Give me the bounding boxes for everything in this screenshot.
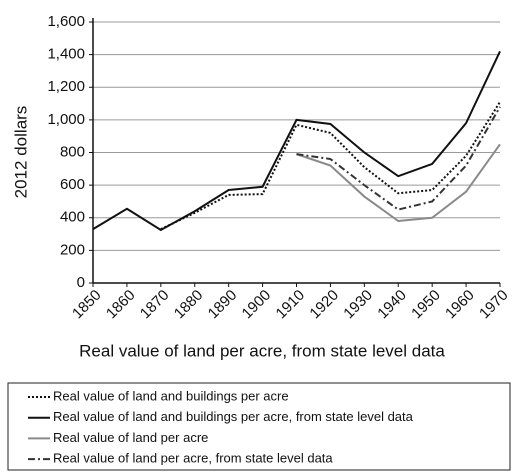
x-axis-label: Real value of land per acre, from state … (79, 341, 445, 360)
x-tick-label: 1970 (476, 287, 512, 323)
x-tick-label: 1950 (408, 287, 444, 323)
legend-label: Real value of land and buildings per acr… (53, 409, 414, 424)
legend-label: Real value of land per acre, from state … (53, 451, 333, 466)
x-tick-label: 1860 (103, 287, 139, 323)
x-tick-label: 1960 (442, 287, 478, 323)
y-tick-label: 1,000 (47, 111, 85, 128)
legend-box (7, 382, 511, 471)
x-tick-label: 1890 (205, 287, 241, 323)
series-line (92, 50, 501, 232)
y-tick-label: 600 (60, 176, 85, 193)
y-tick-label: 800 (60, 143, 85, 160)
x-tick-label: 1930 (340, 287, 376, 323)
x-tick-label: 1870 (137, 287, 173, 323)
x-tick-label: 1910 (273, 287, 309, 323)
y-tick-label: 0 (77, 274, 85, 291)
y-axis-label: 2012 dollars (11, 106, 30, 199)
series-line (296, 143, 501, 223)
y-tick-label: 1,200 (47, 78, 85, 95)
y-tick-label: 1,600 (47, 13, 85, 30)
legend-label: Real value of land per acre (53, 430, 208, 445)
y-tick-label: 400 (60, 209, 85, 226)
series-line (296, 106, 501, 211)
x-tick-label: 1940 (374, 287, 410, 323)
y-tick-label: 200 (60, 241, 85, 258)
x-tick-label: 1920 (306, 287, 342, 323)
legend-label: Real value of land and buildings per acr… (53, 388, 289, 403)
x-tick-label: 1880 (171, 287, 207, 323)
x-tick-label: 1900 (239, 287, 275, 323)
series-line (160, 101, 501, 231)
y-tick-label: 1,400 (47, 46, 85, 63)
x-tick-label: 1850 (69, 287, 105, 323)
